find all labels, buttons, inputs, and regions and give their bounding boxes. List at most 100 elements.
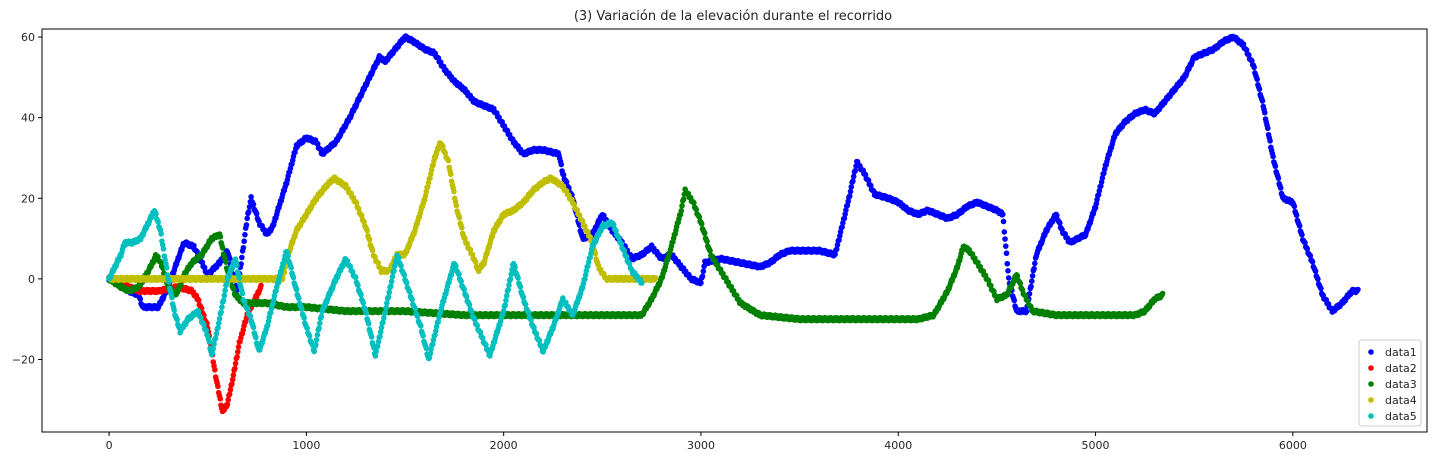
- data-point: [1302, 239, 1308, 246]
- data-point: [314, 332, 321, 338]
- data-point: [363, 310, 370, 316]
- data-point: [153, 211, 159, 217]
- data-point: [215, 383, 221, 390]
- data-point: [652, 275, 659, 281]
- data-point: [382, 309, 389, 316]
- data-point: [502, 302, 508, 308]
- data-point: [680, 196, 687, 203]
- data-point: [1011, 297, 1018, 304]
- data-point: [1032, 260, 1038, 267]
- data-point: [472, 259, 479, 265]
- legend-marker: [1368, 381, 1374, 387]
- data-point: [850, 178, 856, 184]
- data-point: [698, 280, 704, 286]
- data-point: [1312, 268, 1319, 275]
- data-point: [222, 287, 228, 294]
- data-point: [166, 279, 172, 285]
- data-point: [232, 360, 239, 367]
- data-point: [451, 188, 457, 195]
- data-point: [1159, 290, 1166, 297]
- data-point: [250, 201, 257, 208]
- x-tick-label: 0: [106, 439, 113, 452]
- data-point: [217, 395, 224, 402]
- data-point: [369, 247, 376, 254]
- data-point: [386, 289, 393, 296]
- data-point: [850, 173, 857, 180]
- data-point: [1293, 212, 1300, 219]
- data-point: [218, 309, 224, 315]
- data-point: [195, 297, 202, 304]
- x-tick-label: 1000: [292, 439, 320, 452]
- data-point: [171, 307, 177, 313]
- data-point: [1254, 76, 1260, 83]
- series-data4: [106, 140, 659, 284]
- data-point: [515, 275, 521, 281]
- data-point: [388, 278, 395, 285]
- data-point: [352, 274, 359, 281]
- data-point: [295, 295, 302, 302]
- data-point: [414, 313, 421, 320]
- data-point: [638, 280, 645, 286]
- data-point: [563, 179, 570, 185]
- data-point: [217, 233, 224, 240]
- data-point: [137, 296, 144, 302]
- data-point: [239, 254, 245, 261]
- data-point: [383, 305, 389, 311]
- data-point: [418, 322, 424, 329]
- data-point: [243, 222, 250, 228]
- data-point: [368, 334, 375, 340]
- data-point: [1265, 125, 1271, 132]
- y-tick-label: −20: [12, 353, 35, 366]
- data-point: [1304, 245, 1311, 252]
- data-point: [395, 255, 402, 261]
- data-point: [219, 304, 225, 310]
- data-point: [1001, 229, 1008, 235]
- data-point: [384, 300, 390, 306]
- data-point: [160, 246, 167, 252]
- data-point: [512, 264, 518, 271]
- data-point: [1309, 258, 1316, 265]
- data-point: [453, 202, 460, 209]
- data-point: [1251, 64, 1257, 71]
- data-point: [1315, 276, 1321, 282]
- data-point: [517, 284, 524, 290]
- x-tick-label: 2000: [490, 439, 518, 452]
- data-point: [318, 313, 325, 320]
- data-point: [169, 294, 175, 301]
- data-point: [707, 247, 713, 254]
- data-point: [1272, 163, 1279, 170]
- y-tick-label: 40: [21, 112, 35, 125]
- data-point: [503, 292, 510, 299]
- data-point: [220, 297, 227, 304]
- data-point: [847, 188, 854, 195]
- data-point: [241, 238, 247, 245]
- data-point: [388, 283, 394, 290]
- data-point: [500, 308, 507, 314]
- data-point: [1056, 220, 1063, 226]
- legend-label: data4: [1385, 394, 1417, 407]
- legend-marker: [1368, 365, 1374, 371]
- series-data5: [106, 208, 645, 362]
- data-point: [244, 215, 250, 222]
- data-point: [1256, 86, 1263, 92]
- data-point: [1005, 268, 1011, 274]
- legend-marker: [1368, 349, 1374, 355]
- data-point: [1000, 218, 1007, 225]
- data-point: [360, 299, 367, 306]
- data-point: [158, 231, 164, 237]
- data-point: [1267, 138, 1273, 144]
- data-point: [391, 263, 398, 269]
- legend-marker: [1368, 397, 1374, 403]
- data-point: [1031, 265, 1037, 272]
- data-point: [250, 324, 257, 331]
- data-point: [1029, 278, 1035, 285]
- data-point: [239, 290, 246, 297]
- data-point: [832, 251, 838, 257]
- data-point: [288, 265, 295, 271]
- data-point: [232, 365, 238, 372]
- data-point: [459, 225, 465, 231]
- data-point: [253, 334, 259, 341]
- data-point: [1002, 243, 1009, 249]
- data-point: [226, 391, 233, 397]
